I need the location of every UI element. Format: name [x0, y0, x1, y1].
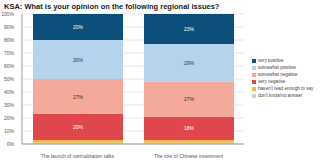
svg-text:The launch of normalization ta: The launch of normalization talksbetween… — [41, 153, 115, 160]
svg-text:10%: 10% — [8, 128, 15, 134]
html-text:very positive: very positive — [258, 58, 284, 63]
svg-text:100%: 100% — [8, 12, 15, 17]
svg-text:The role of Chinese investment: The role of Chinese investmentin various… — [154, 153, 224, 160]
svg-text:0%: 0% — [8, 141, 15, 147]
svg-text:23%: 23% — [184, 26, 195, 32]
html-text:somewhat positive: somewhat positive — [258, 65, 296, 70]
svg-text:40%: 40% — [8, 89, 15, 95]
svg-text:27%: 27% — [184, 96, 195, 102]
html-text:somewhat negative: somewhat negative — [258, 72, 298, 77]
svg-text:30%: 30% — [8, 102, 15, 108]
html-text:don't know/no answer: don't know/no answer — [258, 93, 303, 98]
svg-text:50%: 50% — [8, 76, 15, 82]
svg-text:60%: 60% — [8, 63, 15, 69]
svg-text:20%: 20% — [73, 24, 84, 30]
html-text:very negative: very negative — [258, 79, 286, 84]
html-text:haven't read enough to say: haven't read enough to say — [258, 86, 314, 91]
svg-text:29%: 29% — [184, 60, 195, 66]
svg-text:30%: 30% — [73, 57, 84, 63]
svg-text:80%: 80% — [8, 37, 15, 43]
svg-text:20%: 20% — [73, 124, 84, 130]
svg-text:18%: 18% — [184, 125, 195, 131]
html-text:KSA: What is your opinion on t: KSA: What is your opinion on the followi… — [4, 2, 220, 11]
svg-text:20%: 20% — [8, 115, 15, 121]
svg-text:90%: 90% — [8, 24, 15, 30]
svg-text:27%: 27% — [73, 94, 84, 100]
svg-text:70%: 70% — [8, 50, 15, 56]
